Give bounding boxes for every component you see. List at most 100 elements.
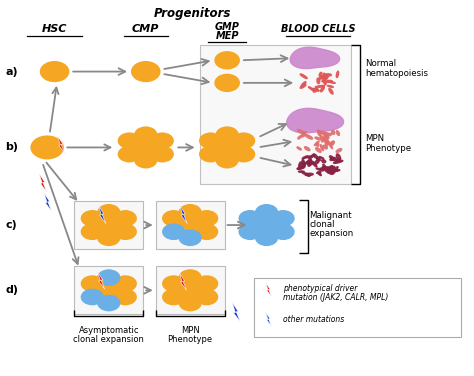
Ellipse shape — [327, 170, 333, 173]
Text: d): d) — [5, 285, 18, 295]
Ellipse shape — [316, 168, 324, 171]
Circle shape — [195, 275, 218, 292]
Ellipse shape — [301, 162, 305, 168]
Circle shape — [114, 223, 137, 240]
Circle shape — [179, 282, 202, 299]
Ellipse shape — [320, 144, 323, 151]
Ellipse shape — [317, 171, 321, 173]
Ellipse shape — [315, 137, 321, 140]
Ellipse shape — [319, 157, 324, 159]
Text: Normal: Normal — [365, 59, 396, 68]
Ellipse shape — [331, 141, 334, 146]
Ellipse shape — [305, 162, 314, 164]
Ellipse shape — [318, 173, 321, 176]
FancyBboxPatch shape — [155, 266, 225, 314]
Circle shape — [81, 275, 104, 292]
Ellipse shape — [305, 135, 312, 139]
Circle shape — [40, 61, 69, 82]
Polygon shape — [290, 47, 339, 68]
Circle shape — [151, 132, 174, 149]
Ellipse shape — [320, 86, 324, 92]
Text: MEP: MEP — [215, 31, 239, 41]
Circle shape — [118, 132, 141, 149]
Text: HSC: HSC — [42, 24, 67, 34]
Polygon shape — [232, 302, 240, 322]
Circle shape — [179, 295, 202, 311]
Text: MPN: MPN — [181, 326, 200, 335]
Text: GMP: GMP — [215, 23, 239, 32]
Ellipse shape — [330, 157, 337, 161]
Circle shape — [214, 51, 240, 70]
Ellipse shape — [320, 136, 324, 140]
FancyBboxPatch shape — [200, 45, 351, 185]
Circle shape — [232, 132, 255, 149]
Ellipse shape — [309, 87, 312, 89]
Ellipse shape — [308, 159, 311, 165]
Ellipse shape — [320, 76, 327, 78]
Circle shape — [216, 152, 239, 168]
Text: phenotypical driver: phenotypical driver — [283, 284, 357, 293]
Ellipse shape — [329, 82, 335, 83]
Ellipse shape — [322, 166, 327, 170]
Ellipse shape — [302, 156, 308, 159]
Ellipse shape — [328, 167, 333, 173]
Ellipse shape — [330, 141, 334, 146]
Ellipse shape — [297, 147, 301, 150]
Ellipse shape — [311, 88, 316, 91]
Ellipse shape — [337, 131, 339, 135]
Polygon shape — [179, 273, 187, 290]
FancyBboxPatch shape — [254, 278, 461, 337]
Ellipse shape — [336, 71, 338, 77]
Circle shape — [232, 146, 255, 162]
Ellipse shape — [313, 154, 318, 158]
Ellipse shape — [309, 155, 315, 158]
Circle shape — [97, 229, 120, 246]
Polygon shape — [97, 271, 105, 289]
Ellipse shape — [301, 82, 306, 86]
Ellipse shape — [330, 167, 335, 170]
Circle shape — [97, 269, 120, 286]
Ellipse shape — [319, 72, 322, 77]
Ellipse shape — [308, 162, 312, 165]
Circle shape — [114, 210, 137, 227]
Text: b): b) — [5, 143, 18, 152]
Text: a): a) — [5, 67, 18, 77]
Text: clonal: clonal — [310, 220, 335, 229]
Ellipse shape — [317, 78, 320, 83]
Circle shape — [134, 139, 157, 156]
Circle shape — [30, 135, 64, 159]
Circle shape — [255, 217, 278, 233]
Ellipse shape — [315, 160, 319, 164]
Circle shape — [272, 210, 295, 227]
Ellipse shape — [318, 130, 320, 136]
Circle shape — [195, 289, 218, 305]
Polygon shape — [98, 205, 106, 224]
Ellipse shape — [337, 154, 341, 161]
Ellipse shape — [316, 148, 321, 152]
Ellipse shape — [319, 75, 327, 79]
Ellipse shape — [314, 141, 319, 146]
Ellipse shape — [328, 170, 338, 172]
Circle shape — [214, 74, 240, 92]
Circle shape — [179, 204, 202, 221]
FancyBboxPatch shape — [74, 201, 143, 249]
Ellipse shape — [322, 76, 328, 82]
Ellipse shape — [333, 167, 338, 172]
Text: other mutations: other mutations — [283, 315, 344, 324]
Text: mutation (JAK2, CALR, MPL): mutation (JAK2, CALR, MPL) — [283, 293, 388, 302]
Ellipse shape — [322, 138, 326, 142]
FancyBboxPatch shape — [155, 201, 225, 249]
Text: Asymptomatic: Asymptomatic — [79, 326, 139, 335]
Ellipse shape — [326, 80, 332, 82]
Ellipse shape — [329, 88, 333, 94]
Circle shape — [134, 126, 157, 143]
Circle shape — [238, 210, 262, 227]
Ellipse shape — [320, 167, 329, 169]
Text: clonal expansion: clonal expansion — [73, 335, 144, 344]
Ellipse shape — [300, 84, 306, 88]
Ellipse shape — [303, 132, 306, 135]
Ellipse shape — [308, 163, 311, 166]
Ellipse shape — [306, 156, 312, 158]
Ellipse shape — [329, 169, 332, 174]
Ellipse shape — [323, 80, 326, 85]
